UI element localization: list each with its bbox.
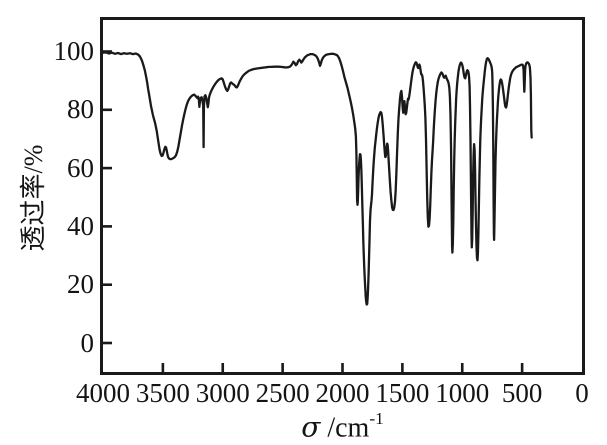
x-tick-label-1000: 1000: [435, 378, 490, 408]
x-tick-label-3500: 3500: [135, 378, 190, 408]
y-tick-label-80: 80: [67, 94, 94, 125]
y-axis-title: 透过率/%: [19, 144, 48, 252]
x-axis-unit: /cm: [320, 412, 370, 444]
x-tick-label-1500: 1500: [375, 378, 430, 408]
x-tick-label-0: 0: [575, 378, 589, 408]
x-axis-exponent: -1: [369, 409, 384, 428]
x-tick-label-3000: 3000: [195, 378, 250, 408]
y-tick-label-20: 20: [67, 269, 94, 300]
x-tick-label-4000: 4000: [76, 378, 130, 408]
sigma-symbol: σ: [301, 410, 321, 444]
x-tick-label-2500: 2500: [255, 378, 310, 408]
y-tick-label-60: 60: [67, 152, 94, 183]
plot-frame: [100, 17, 585, 375]
spectrum-trace-svg: [103, 50, 533, 372]
y-tick-label-40: 40: [67, 210, 94, 241]
x-tick-label-2000: 2000: [315, 378, 370, 408]
x-tick-label-500: 500: [501, 378, 543, 408]
y-tick-label-100: 100: [53, 36, 95, 66]
x-axis-title: σ /cm-1: [103, 404, 582, 445]
spectrum-trace: [103, 51, 533, 306]
y-tick-label-0: 0: [80, 327, 95, 358]
